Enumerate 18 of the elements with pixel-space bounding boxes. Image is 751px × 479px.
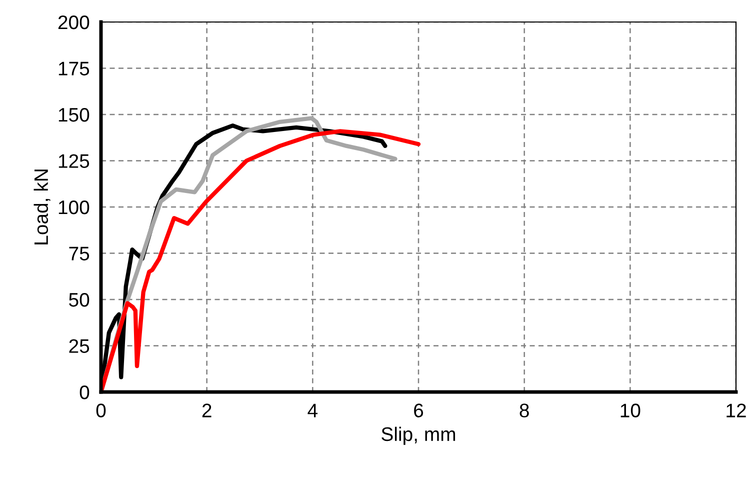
y-tick-label: 200	[58, 15, 90, 30]
y-tick-label: 0	[80, 385, 90, 400]
y-tick-label: 150	[58, 108, 90, 122]
y-tick-label: 25	[69, 339, 90, 353]
y-tick-label: 175	[58, 62, 90, 76]
x-tick-label: 0	[96, 404, 106, 418]
x-tick-label: 4	[308, 404, 318, 418]
x-tick-label: 12	[726, 404, 746, 418]
x-tick-label: 8	[520, 404, 529, 418]
y-tick-label: 50	[69, 292, 90, 307]
y-tick-label: 100	[58, 200, 90, 214]
y-tick-label: 75	[69, 246, 90, 260]
y-tick-label: 125	[58, 154, 90, 168]
y-axis-title: Load, kN	[34, 170, 50, 244]
x-tick-label: 6	[414, 404, 424, 418]
x-axis-title: Slip, mm	[382, 426, 456, 445]
x-tick-label: 10	[620, 404, 640, 418]
x-tick-label: 2	[202, 404, 212, 418]
